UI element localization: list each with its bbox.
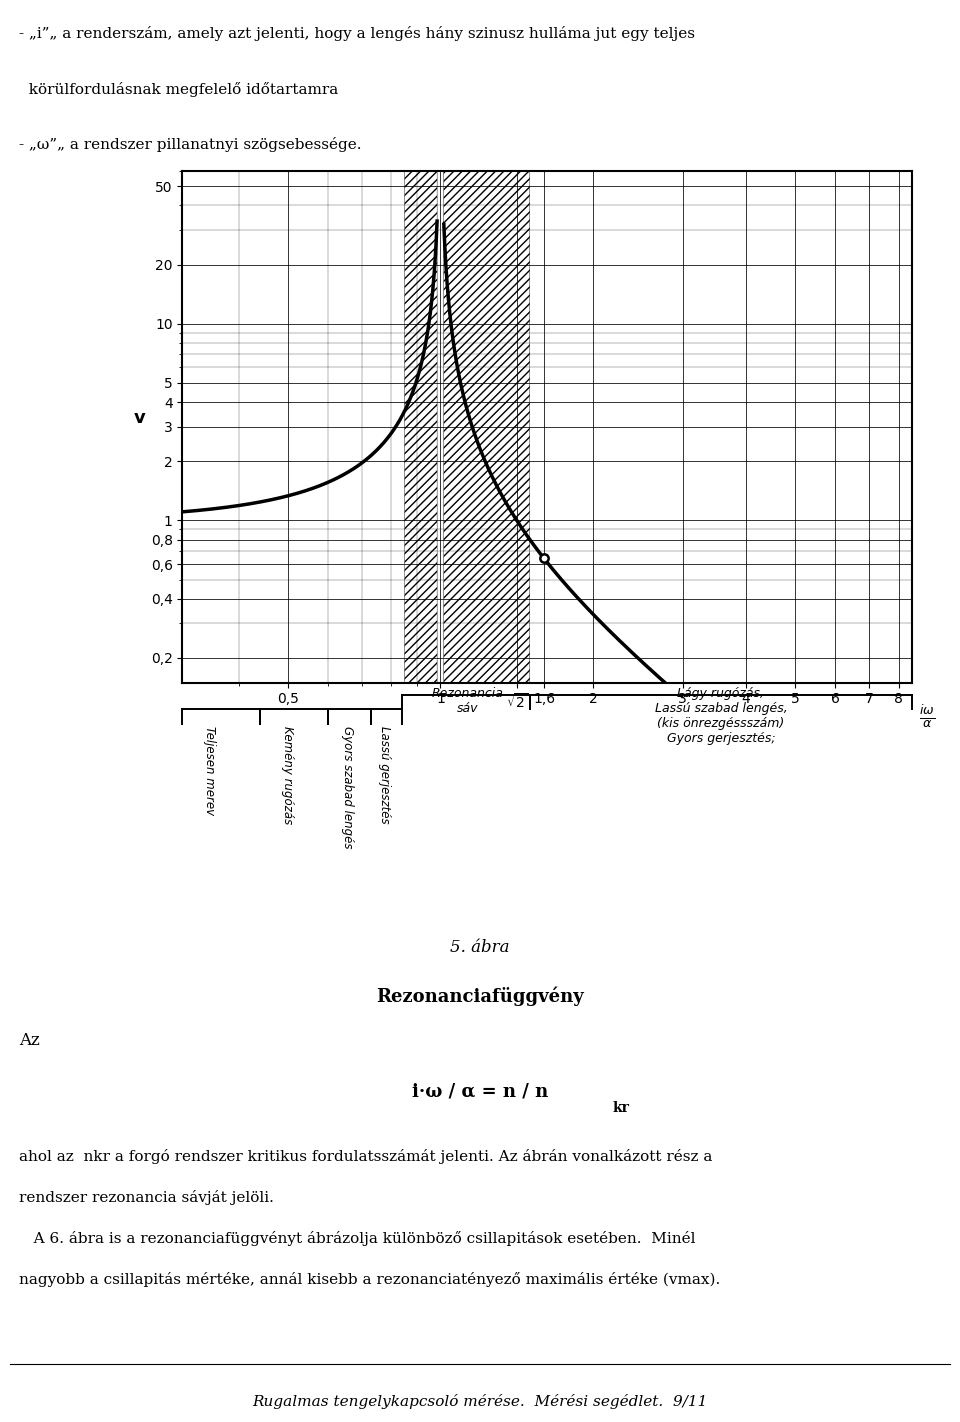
Text: Rezonancia
sáv: Rezonancia sáv [431, 687, 503, 715]
Text: Az: Az [19, 1031, 40, 1048]
Text: - „ω”„ a rendszer pillanatnyi szögsebessége.: - „ω”„ a rendszer pillanatnyi szögsebess… [19, 137, 362, 152]
Text: Kemény rugózás: Kemény rugózás [281, 727, 294, 825]
Text: Rezonanciafüggvény: Rezonanciafüggvény [376, 985, 584, 1005]
Text: i·ω / α = n / n: i·ω / α = n / n [412, 1082, 548, 1101]
Text: nagyobb a csillapitás mértéke, annál kisebb a rezonanciatényező maximális értéke: nagyobb a csillapitás mértéke, annál kis… [19, 1273, 720, 1287]
Text: Rugalmas tengelykapcsoló mérése.  Mérési segédlet.  9/11: Rugalmas tengelykapcsoló mérése. Mérési … [252, 1394, 708, 1409]
Text: Gyors szabad lengés: Gyors szabad lengés [341, 727, 353, 849]
Text: Lágy rugózás,
Lassú szabad lengés,
(kis önrezgéssszám)
Gyors gerjesztés;: Lágy rugózás, Lassú szabad lengés, (kis … [655, 687, 787, 745]
Y-axis label: v: v [133, 408, 146, 427]
Text: 5. ábra: 5. ábra [450, 939, 510, 956]
Text: körülfordulásnak megfelelő időtartamra: körülfordulásnak megfelelő időtartamra [19, 82, 339, 97]
Text: kr: kr [612, 1101, 630, 1115]
Text: - „i”„ a renderszám, amely azt jelenti, hogy a lengés hány szinusz hulláma jut e: - „i”„ a renderszám, amely azt jelenti, … [19, 26, 695, 41]
Text: A 6. ábra is a rezonanciafüggvényt ábrázolja különböző csillapitások esetében.  : A 6. ábra is a rezonanciafüggvényt ábráz… [19, 1231, 696, 1246]
Text: Teljesen merev: Teljesen merev [203, 727, 216, 815]
Text: Lassú gerjesztés: Lassú gerjesztés [378, 727, 391, 823]
Text: ahol az  nkr a forgó rendszer kritikus fordulatsszámát jelenti. Az ábrán vonalká: ahol az nkr a forgó rendszer kritikus fo… [19, 1149, 712, 1165]
Text: rendszer rezonancia sávját jelöli.: rendszer rezonancia sávját jelöli. [19, 1190, 274, 1206]
Text: $\frac{i\omega}{\alpha}$: $\frac{i\omega}{\alpha}$ [920, 702, 935, 729]
